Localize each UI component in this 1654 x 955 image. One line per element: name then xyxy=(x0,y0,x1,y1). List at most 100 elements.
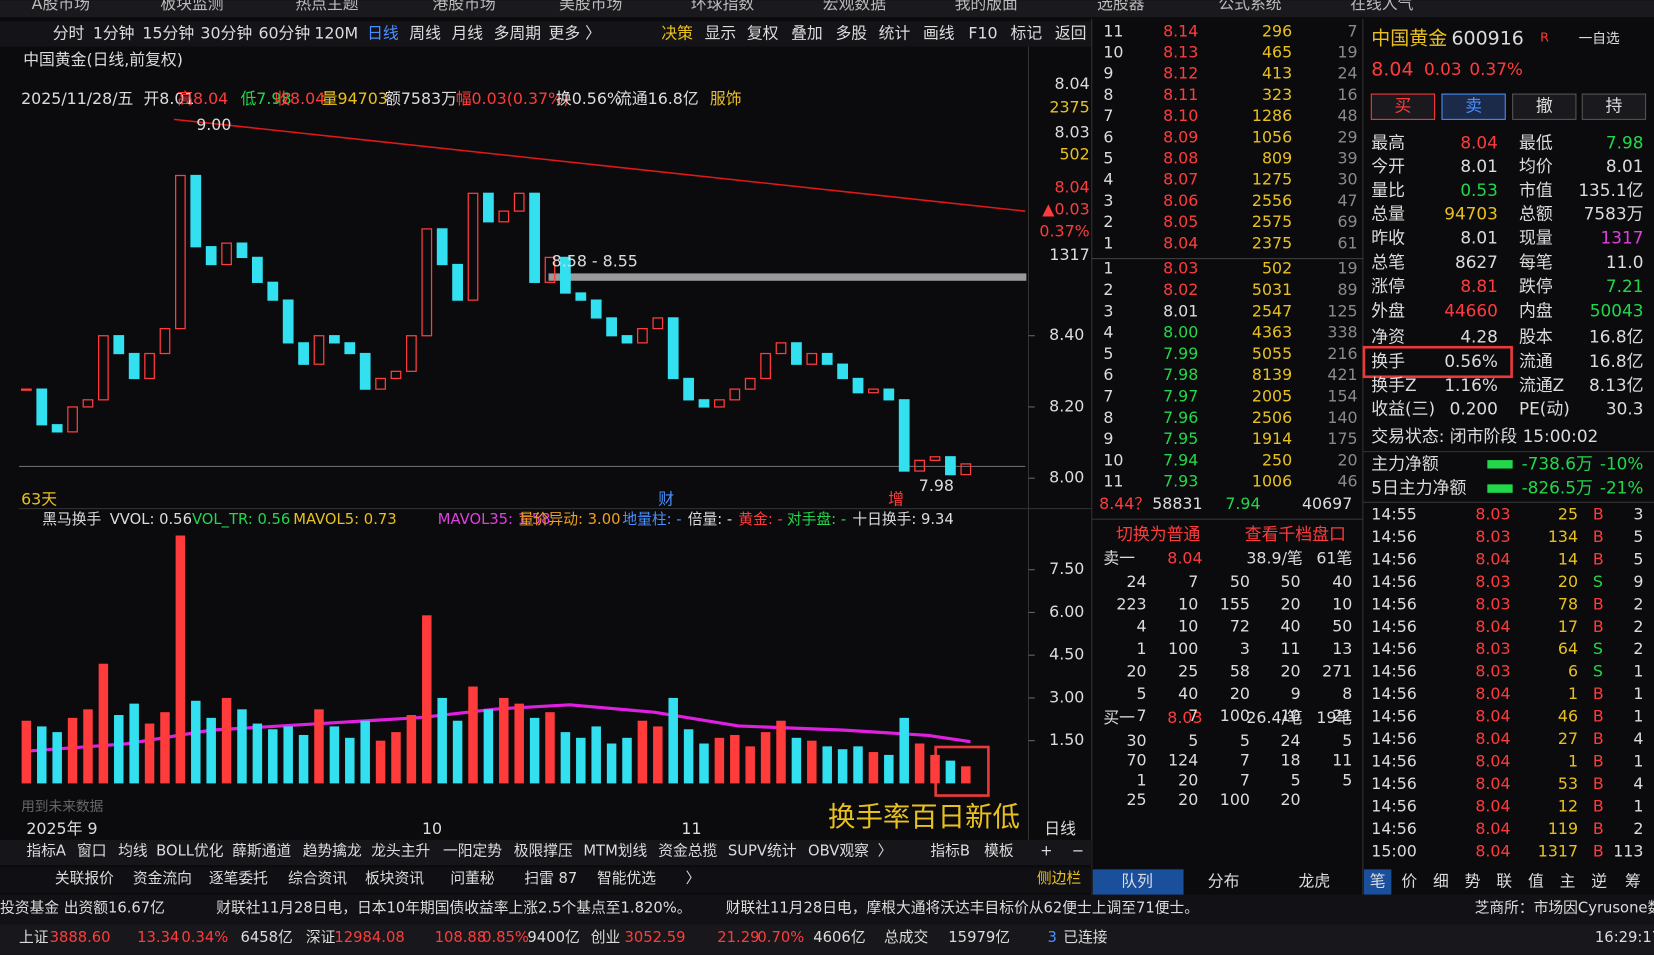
volume-bar xyxy=(252,723,263,784)
trade-button[interactable] xyxy=(1581,93,1647,120)
badge: R xyxy=(1540,30,1549,45)
volume: 296 xyxy=(1262,21,1292,40)
tab: 综合资讯 xyxy=(288,870,347,887)
candle xyxy=(51,424,63,433)
link: 切换为普通 xyxy=(1116,524,1200,544)
tick-side: S xyxy=(1593,639,1603,658)
price: 8.08 xyxy=(1163,149,1198,168)
tick-count: 1 xyxy=(1633,707,1643,726)
volume-bar xyxy=(853,746,863,784)
tab: 扫雷 87 xyxy=(524,870,577,887)
news-item: 芝商所：市场因Cyrusone数据中心的冷却问题而暂停交易 xyxy=(1475,898,1654,916)
field-value: 7.98 xyxy=(1606,133,1644,153)
queue-cell: 100 xyxy=(1220,790,1250,809)
trade-button[interactable] xyxy=(1441,93,1506,120)
info-item: 服饰 xyxy=(710,89,742,108)
info-item: 收8.04 xyxy=(274,89,325,108)
trade-button-label[interactable]: 卖 xyxy=(1465,96,1482,116)
volume: 5055 xyxy=(1252,344,1292,363)
price: 8.05 xyxy=(1163,212,1198,231)
menu-item: 我的版面 xyxy=(955,0,1018,13)
toolbar-item: 多周期 xyxy=(494,23,541,42)
queue-cell: 40 xyxy=(1281,617,1301,636)
candle xyxy=(868,388,879,394)
trade-button-label[interactable]: 持 xyxy=(1605,96,1622,116)
price: 8.09 xyxy=(1163,127,1198,146)
candle xyxy=(298,342,309,365)
tick-price: 8.03 xyxy=(1475,594,1510,613)
queue-cell: 5 xyxy=(1291,770,1301,789)
news-item: 财联社11月28日电，摩根大通将沃达丰目标价从62便士上调至71便士。 xyxy=(726,898,1199,916)
field-label: 内盘 xyxy=(1519,300,1553,320)
candle xyxy=(221,242,232,266)
queue-head: 38.9/笔 xyxy=(1246,549,1302,568)
tick-side: B xyxy=(1593,684,1604,703)
volume-bar xyxy=(499,697,509,784)
menu-item: 选股器 xyxy=(1097,0,1145,13)
queue-head: 26.4/笔 xyxy=(1246,708,1302,727)
volume-bar xyxy=(98,663,109,784)
volume: 250 xyxy=(1262,450,1292,469)
candle xyxy=(914,459,925,472)
price: 8.11 xyxy=(1163,85,1198,104)
price: 8.04 xyxy=(1163,233,1198,252)
count: 89 xyxy=(1337,280,1357,299)
volume-bar xyxy=(606,743,617,784)
trade-button-label[interactable]: 买 xyxy=(1395,96,1412,116)
tick-volume: 53 xyxy=(1558,774,1578,793)
candle xyxy=(652,317,664,330)
trade-button[interactable] xyxy=(1370,93,1436,120)
queue-cell: 1 xyxy=(1137,770,1147,789)
level: 9 xyxy=(1103,64,1113,83)
toolbar-item: 统计 xyxy=(879,23,911,42)
tab: 筹 xyxy=(1625,872,1641,891)
volume: 1056 xyxy=(1252,127,1292,146)
count: 29 xyxy=(1337,127,1357,146)
menu-item: 港股市场 xyxy=(432,0,495,13)
queue-cell: 20 xyxy=(1281,790,1301,809)
tab: MTM划线 xyxy=(583,842,647,859)
tab: 智能优选 xyxy=(597,869,656,887)
candle xyxy=(467,192,479,301)
queue-cell: 5 xyxy=(1342,731,1352,750)
tick-count: 1 xyxy=(1633,684,1643,703)
tick-price: 8.04 xyxy=(1475,684,1510,703)
news-bar xyxy=(0,894,1654,925)
count: 19 xyxy=(1337,43,1357,62)
tick-volume: 46 xyxy=(1558,707,1578,726)
volume-bar xyxy=(945,760,956,784)
volume-bar xyxy=(714,737,725,784)
queue-cell: 20 xyxy=(1281,661,1301,680)
toolbar-item: 月线 xyxy=(451,23,483,42)
tick-count: 2 xyxy=(1633,617,1643,636)
queue-head: 8.04 xyxy=(1167,549,1202,568)
queue-cell: 5 xyxy=(1342,770,1352,789)
level: 2 xyxy=(1103,212,1113,231)
candle xyxy=(236,242,248,259)
tab: 笔 xyxy=(1370,872,1386,891)
status-item: 创业 xyxy=(591,929,621,946)
field-label: 换手Z xyxy=(1371,375,1416,395)
trade-button[interactable] xyxy=(1512,93,1577,120)
tick-side: B xyxy=(1593,549,1604,568)
trade-button-label[interactable]: 撤 xyxy=(1536,96,1553,116)
queue-cell: 4 xyxy=(1137,617,1147,636)
active-tab[interactable] xyxy=(1363,869,1392,895)
field-value: 30.3 xyxy=(1606,398,1644,418)
level: 11 xyxy=(1103,472,1123,491)
volume-bar xyxy=(406,715,417,784)
indicator-item: 倍量: - xyxy=(688,511,732,528)
status-item: 深证 xyxy=(306,929,336,946)
volume-bar xyxy=(760,732,771,784)
volume: 413 xyxy=(1262,64,1292,83)
tick-side: B xyxy=(1593,797,1604,816)
active-tab[interactable] xyxy=(1092,869,1184,895)
toolbar-item: 周线 xyxy=(409,23,441,42)
tick-time: 14:56 xyxy=(1371,572,1417,591)
volume: 465 xyxy=(1262,43,1292,62)
volume-bar xyxy=(930,754,940,784)
level: 9 xyxy=(1103,429,1113,448)
tick-side: B xyxy=(1593,707,1604,726)
queue-head: 卖一 xyxy=(1103,549,1135,568)
status-item: 总成交 xyxy=(884,928,929,946)
